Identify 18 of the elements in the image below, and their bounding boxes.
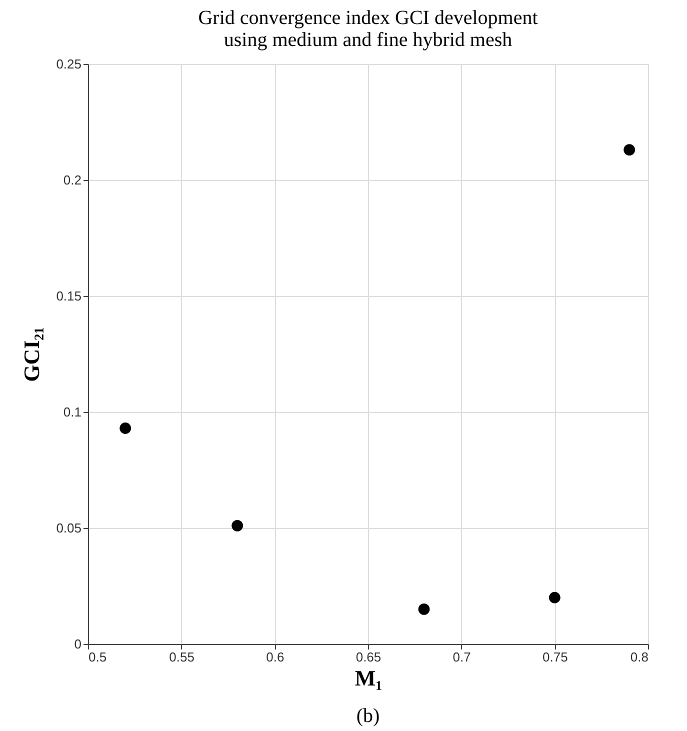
x-tick-label: 0.8 <box>630 650 648 664</box>
y-axis-title: GCI₂₁ <box>19 327 44 382</box>
x-tick-label: 0.65 <box>356 650 382 664</box>
y-tick-label: 0.2 <box>63 172 82 188</box>
y-tick-label: 0 <box>74 636 82 652</box>
x-tick-label: 0.6 <box>266 650 284 664</box>
x-tick-label: 0.55 <box>169 650 194 664</box>
x-tick-label: 0.7 <box>452 650 471 664</box>
text: (b) <box>356 705 380 727</box>
y-tick-label: 0.25 <box>56 56 82 72</box>
chart-subtitle: using medium and fine hybrid mesh <box>224 29 512 51</box>
x-tick-label: 0.75 <box>542 650 568 664</box>
y-tick-label: 0.1 <box>63 404 82 420</box>
chart-title: Grid convergence index GCI development <box>198 7 538 29</box>
x-tick-label: 0.5 <box>88 650 107 664</box>
x-axis-title: M₁ <box>354 666 382 690</box>
y-tick-label: 0.05 <box>56 520 82 536</box>
y-tick-label: 0.15 <box>56 288 82 304</box>
